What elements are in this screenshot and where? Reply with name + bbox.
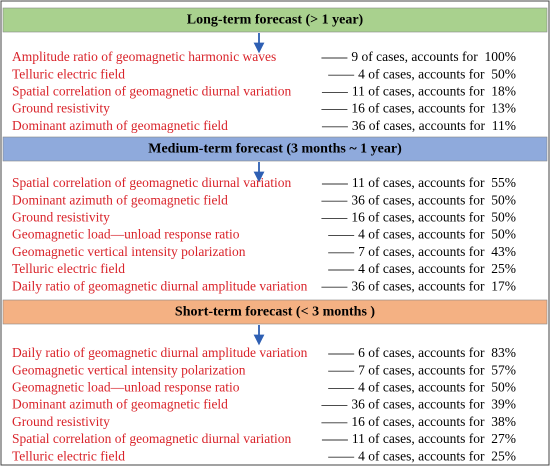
item-name: Telluric electric field xyxy=(12,66,125,81)
item-detail: 7 of cases, accounts for 43% xyxy=(358,244,516,259)
item-detail: 36 of cases, accounts for 17% xyxy=(351,278,516,293)
item-detail: 4 of cases, accounts for 25% xyxy=(358,261,516,276)
item-name: Telluric electric field xyxy=(12,261,125,276)
item-detail: 9 of cases, accounts for 100% xyxy=(351,49,516,64)
item-detail: 7 of cases, accounts for 57% xyxy=(358,362,516,377)
item-detail: 36 of cases, accounts for 11% xyxy=(352,118,516,133)
item-detail: 4 of cases, accounts for 25% xyxy=(358,448,516,463)
section-title: Short-term forecast (< 3 months ) xyxy=(175,305,376,320)
item-name: Geomagnetic load—unload response ratio xyxy=(12,227,240,242)
item-detail: 36 of cases, accounts for 39% xyxy=(351,397,516,412)
item-name: Spatial correlation of geomagnetic diurn… xyxy=(12,175,292,190)
item-name: Dominant azimuth of geomagnetic field xyxy=(12,192,228,207)
item-detail: 16 of cases, accounts for 13% xyxy=(351,101,516,116)
item-detail: 16 of cases, accounts for 38% xyxy=(351,414,516,429)
item-detail: 36 of cases, accounts for 50% xyxy=(351,192,516,207)
item-name: Geomagnetic vertical intensity polarizat… xyxy=(12,244,246,259)
item-name: Ground resistivity xyxy=(12,414,110,429)
item-name: Dominant azimuth of geomagnetic field xyxy=(12,397,228,412)
item-detail: 11 of cases, accounts for 27% xyxy=(352,431,516,446)
item-detail: 4 of cases, accounts for 50% xyxy=(358,227,516,242)
item-detail: 11 of cases, accounts for 18% xyxy=(352,83,516,98)
item-name: Spatial correlation of geomagnetic diurn… xyxy=(12,431,292,446)
item-name: Telluric electric field xyxy=(12,448,125,463)
item-name: Amplitude ratio of geomagnetic harmonic … xyxy=(12,49,276,64)
item-detail: 4 of cases, accounts for 50% xyxy=(358,379,516,394)
item-name: Daily ratio of geomagnetic diurnal ampli… xyxy=(12,278,308,293)
item-name: Dominant azimuth of geomagnetic field xyxy=(12,118,228,133)
item-detail: 16 of cases, accounts for 50% xyxy=(351,209,516,224)
item-name: Ground resistivity xyxy=(12,101,110,116)
item-detail: 11 of cases, accounts for 55% xyxy=(352,175,516,190)
item-name: Geomagnetic vertical intensity polarizat… xyxy=(12,362,246,377)
item-detail: 4 of cases, accounts for 50% xyxy=(358,66,516,81)
section-title: Medium-term forecast (3 months ~ 1 year) xyxy=(148,142,402,157)
item-name: Daily ratio of geomagnetic diurnal ampli… xyxy=(12,345,308,360)
item-name: Spatial correlation of geomagnetic diurn… xyxy=(12,83,292,98)
item-name: Ground resistivity xyxy=(12,209,110,224)
item-name: Geomagnetic load—unload response ratio xyxy=(12,379,240,394)
item-detail: 6 of cases, accounts for 83% xyxy=(358,345,516,360)
section-header xyxy=(2,7,548,33)
section-header xyxy=(2,136,548,162)
section-title: Long-term forecast (> 1 year) xyxy=(187,13,364,28)
section-header xyxy=(2,299,548,325)
